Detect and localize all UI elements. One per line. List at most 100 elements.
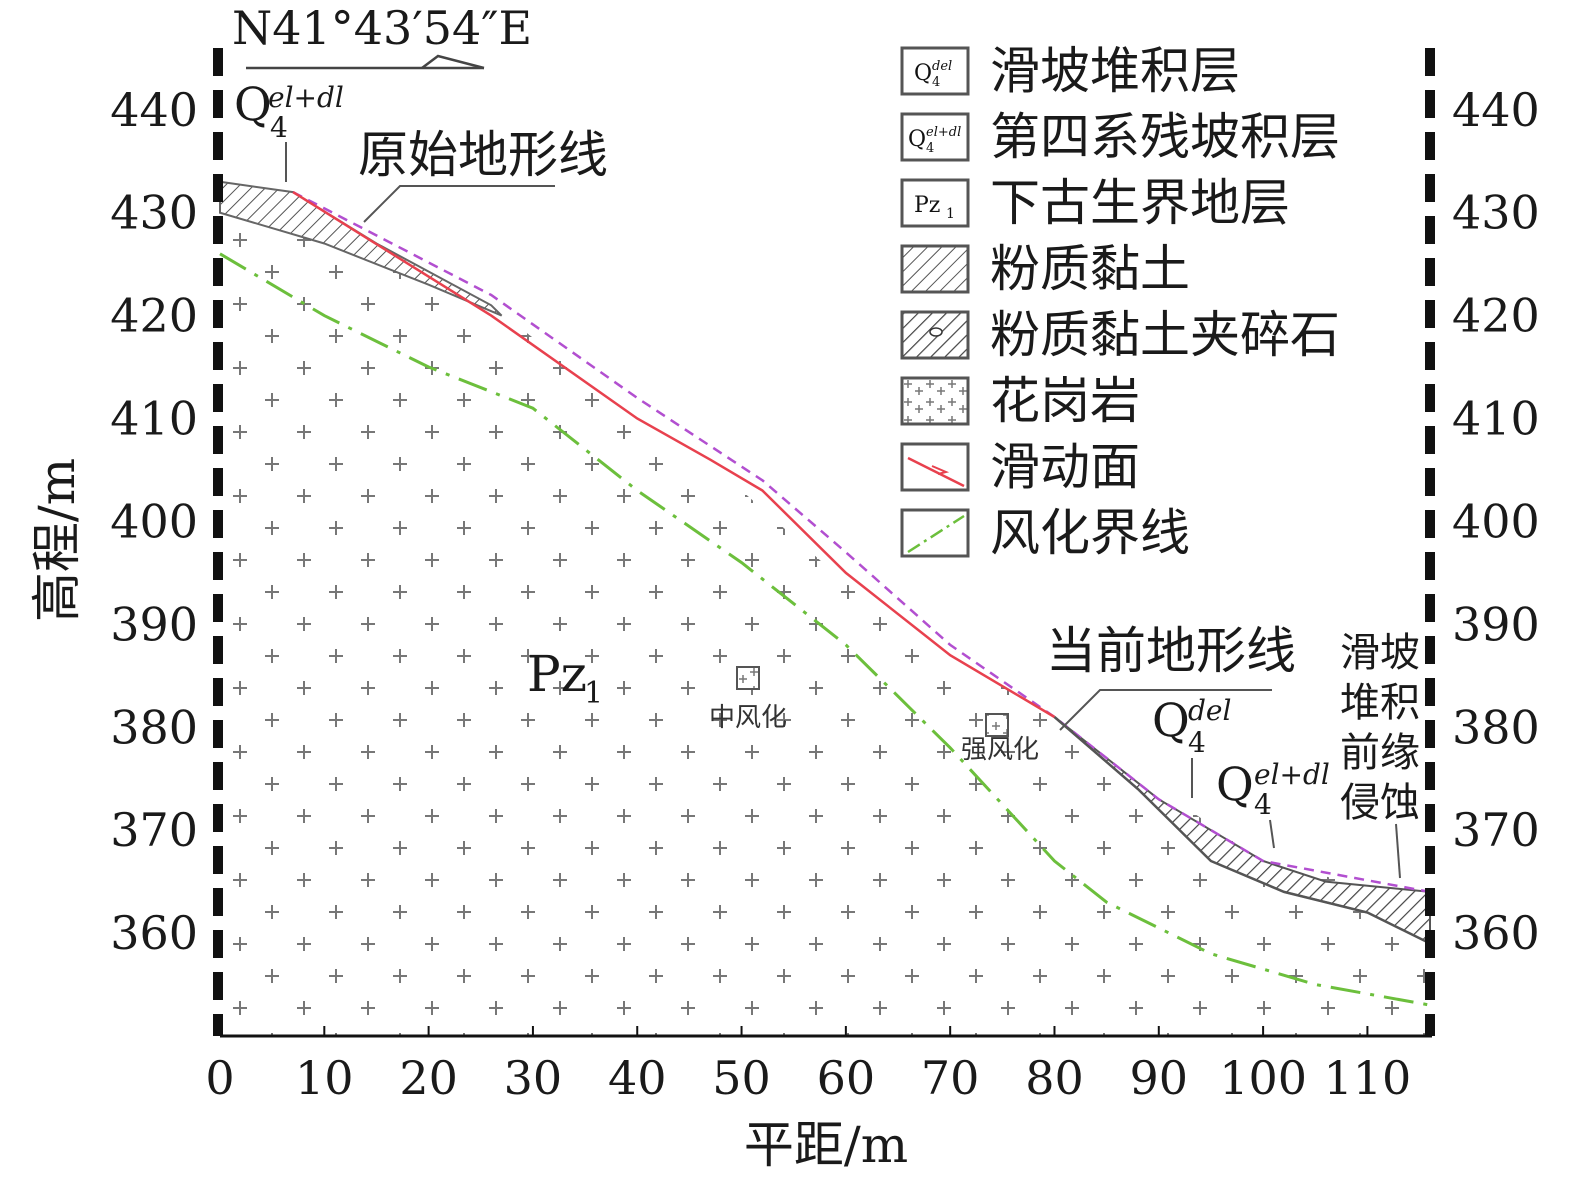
q-sup: el+dl	[268, 81, 344, 114]
direction-label: N41°43′54″E	[232, 1, 532, 55]
x-ticks: 0 10 20 30 40 50 60 70 80 90 100 110	[205, 1026, 1411, 1105]
legend-q-sup: el+dl	[926, 125, 961, 140]
x-axis-label: 平距/m	[744, 1116, 908, 1174]
legend-q-sup: del	[932, 59, 952, 74]
x-tick-label: 110	[1324, 1051, 1412, 1105]
legend-label: 滑动面	[990, 438, 1140, 496]
slip-surface-line	[292, 191, 1056, 719]
q4-eldl-label-right: Q el+dl 4	[1216, 757, 1330, 849]
x-tick-label: 80	[1025, 1051, 1084, 1105]
q-sup: del	[1188, 694, 1231, 727]
geologic-layers	[219, 180, 1431, 1037]
legend-q: Q	[908, 127, 926, 152]
x-tick-label: 20	[399, 1051, 458, 1105]
toe-erosion-leader	[1395, 823, 1401, 879]
q-main: Q	[1216, 757, 1254, 811]
x-tick-label: 60	[817, 1051, 876, 1105]
original-terrain-leader	[363, 185, 555, 223]
legend-item: 花岗岩	[900, 372, 1140, 430]
legend-item: Pz 1 下古生界地层	[900, 174, 1290, 232]
strong-weathered-label: 强风化	[961, 735, 1039, 765]
y-tick-label-right: 410	[1452, 392, 1540, 446]
y-tick-label-right: 390	[1452, 597, 1540, 651]
x-tick-label: 50	[712, 1051, 771, 1105]
legend-q: Q	[914, 61, 932, 86]
legend-label: 滑坡堆积层	[990, 42, 1240, 100]
x-tick-label: 30	[504, 1051, 563, 1105]
current-terrain-label: 当前地形线	[1046, 622, 1296, 680]
legend-label: 第四系残坡积层	[990, 108, 1340, 166]
direction-arrow-head	[421, 54, 485, 70]
legend-weathering-line	[907, 514, 965, 554]
legend-item: 风化界线	[900, 504, 1190, 562]
toe-erosion-label: 滑坡 堆积 前缘 侵蚀	[1340, 630, 1420, 879]
y-tick-label-left: 430	[110, 186, 198, 240]
q-main: Q	[234, 77, 272, 131]
legend-label: 粉质黏土夹碎石	[990, 306, 1340, 364]
x-tick-label: 100	[1219, 1051, 1307, 1105]
q-main: Q	[1152, 693, 1190, 747]
y-tick-label-right: 420	[1452, 289, 1540, 343]
q-sub: 4	[1188, 726, 1206, 759]
legend-pz-sub: 1	[946, 206, 955, 222]
moderate-weathered-marker: 中风化	[709, 666, 787, 733]
weathering-boundary-line	[219, 252, 1431, 1007]
x-tick-label: 90	[1130, 1051, 1189, 1105]
pz1-sub: 1	[584, 676, 603, 711]
legend-label: 下古生界地层	[990, 174, 1290, 232]
legend-item: 滑动面	[900, 438, 1140, 496]
toe-erosion-line-3: 前缘	[1340, 730, 1420, 776]
y-tick-label-right: 430	[1452, 186, 1540, 240]
q-sub: 4	[270, 111, 288, 144]
legend-label: 花岗岩	[990, 372, 1140, 430]
x-tick-label: 40	[608, 1051, 667, 1105]
legend-slip-arrow	[931, 465, 950, 475]
y-tick-label-right: 380	[1452, 700, 1540, 754]
gravel-mark	[929, 327, 943, 337]
legend-label: 风化界线	[990, 504, 1190, 562]
legend-swatch-granite-crosses	[900, 376, 970, 426]
toe-erosion-line-1: 滑坡	[1340, 630, 1420, 676]
moderate-weathered-box	[736, 666, 760, 690]
y-tick-label-right: 440	[1452, 83, 1540, 137]
toe-erosion-line-2: 堆积	[1340, 680, 1420, 726]
y-ticks-left: 440 430 420 410 400 390 380 370 360	[110, 83, 198, 960]
y-tick-label-left: 390	[110, 597, 198, 651]
y-tick-label-left: 370	[110, 803, 198, 857]
q4-eldl-label-left: Q el+dl 4	[234, 77, 344, 182]
moderate-weathered-label: 中风化	[709, 703, 787, 733]
toe-erosion-line-4: 侵蚀	[1340, 780, 1420, 826]
x-tick-label: 10	[295, 1051, 354, 1105]
original-terrain-line	[292, 190, 1431, 894]
y-tick-label-left: 400	[110, 494, 198, 548]
y-axis-label: 高程/m	[28, 458, 86, 622]
legend-swatch-silty-clay-hatch	[900, 244, 970, 294]
current-terrain-leader	[1059, 689, 1272, 731]
y-tick-label-left: 420	[110, 289, 198, 343]
pz1-label: Pz 1	[527, 645, 603, 711]
annotations: Q el+dl 4 原始地形线 Pz 1 中风化 强风化 当前地形线 Q de	[234, 77, 1420, 879]
y-tick-label-left: 360	[110, 906, 198, 960]
pz1-main: Pz	[527, 645, 587, 703]
strong-weathered-marker: 强风化	[961, 713, 1039, 765]
x-tick-label: 70	[921, 1051, 980, 1105]
x-tick-label: 0	[205, 1051, 234, 1105]
direction-indicator: N41°43′54″E	[232, 1, 532, 70]
y-ticks-right: 440 430 420 410 400 390 380 370 360	[1452, 83, 1540, 960]
current-terrain-line	[1053, 716, 1431, 945]
legend-item: 粉质黏土	[900, 240, 1190, 298]
legend-q-sub: 4	[926, 141, 934, 156]
legend-q-sub: 4	[932, 75, 940, 90]
y-tick-label-right: 370	[1452, 803, 1540, 857]
legend-pz: Pz	[914, 193, 940, 218]
legend-swatch-Pz1-box	[900, 178, 970, 228]
strong-weathered-box	[985, 713, 1009, 737]
original-terrain-label: 原始地形线	[358, 126, 608, 184]
legend-item: 粉质黏土夹碎石	[900, 306, 1340, 364]
plot-frame	[213, 48, 1435, 1038]
